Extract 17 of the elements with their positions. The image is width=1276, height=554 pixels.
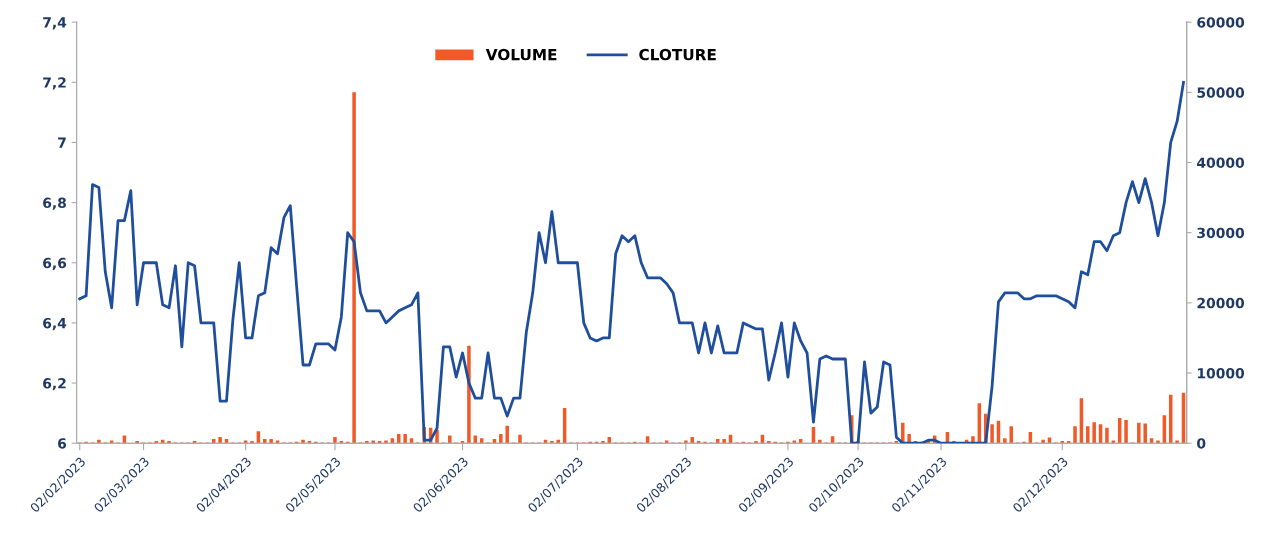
y-tick-label: 6,4 [43, 317, 67, 331]
y2-tick-label: 20000 [1197, 297, 1245, 309]
y-tick-label: 6,2 [43, 378, 66, 391]
y-tick-label: 6,6 [43, 257, 67, 270]
y2-tick-label: 10000 [1197, 368, 1245, 379]
y2-tick-label: 50000 [1197, 87, 1245, 98]
y-tick-label: 7 [58, 137, 66, 148]
y-tick-label: 6 [58, 438, 67, 449]
y-tick-label: 7,2 [43, 77, 66, 90]
legend-label: CLOTURE [639, 48, 716, 61]
y-tick-label: 6,8 [43, 197, 66, 210]
y2-tick-label: 60000 [1197, 17, 1245, 28]
y-tick-label: 7,4 [43, 17, 67, 30]
y2-tick-label: 0 [1197, 438, 1206, 449]
y2-tick-label: 30000 [1197, 227, 1245, 239]
y2-tick-label: 40000 [1197, 157, 1245, 168]
legend-label: VOLUME [485, 48, 557, 61]
